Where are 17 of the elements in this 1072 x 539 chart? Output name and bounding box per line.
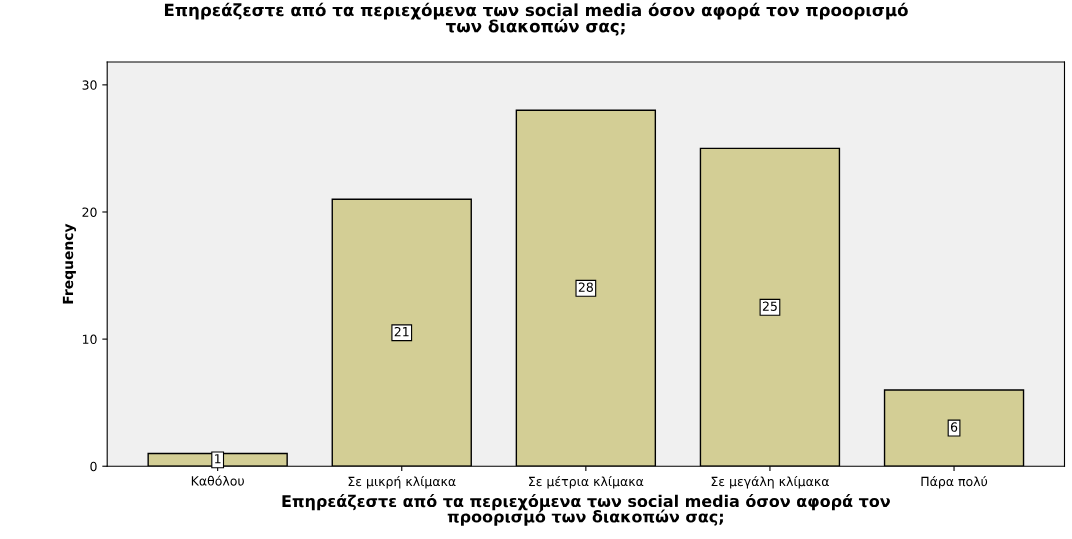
x-tick-label: Πάρα πολύ bbox=[921, 475, 988, 489]
x-tick-label: Καθόλου bbox=[191, 475, 244, 486]
data-label: 21 bbox=[394, 326, 409, 337]
y-tick-label: 10 bbox=[82, 334, 97, 345]
y-tick-label: 20 bbox=[82, 207, 97, 217]
data-label: 28 bbox=[578, 282, 593, 292]
x-axis-title: Επηρεάζεστε από τα περιεχόμενα των social media όσον αφορά τον προορισμό των διακοπών σας; bbox=[282, 494, 890, 526]
x-tick-label: Σε μεγάλη κλίμακα bbox=[711, 475, 829, 489]
data-label: 1 bbox=[215, 454, 221, 464]
y-axis-title: Frequency bbox=[62, 223, 77, 304]
chart-title: Επηρεάζεστε από τα περιεχόμενα των social media όσον αφορά τον προορισμό των διακοπών σας; bbox=[164, 2, 908, 36]
data-label: 6 bbox=[950, 422, 958, 432]
x-tick-label: Σε μέτρια κλίμακα bbox=[529, 475, 644, 489]
x-tick-label: Σε μικρή κλίμακα bbox=[348, 475, 456, 489]
y-tick-label: 30 bbox=[82, 80, 97, 90]
y-tick-label: 0 bbox=[90, 461, 97, 472]
data-label: 25 bbox=[762, 301, 777, 311]
